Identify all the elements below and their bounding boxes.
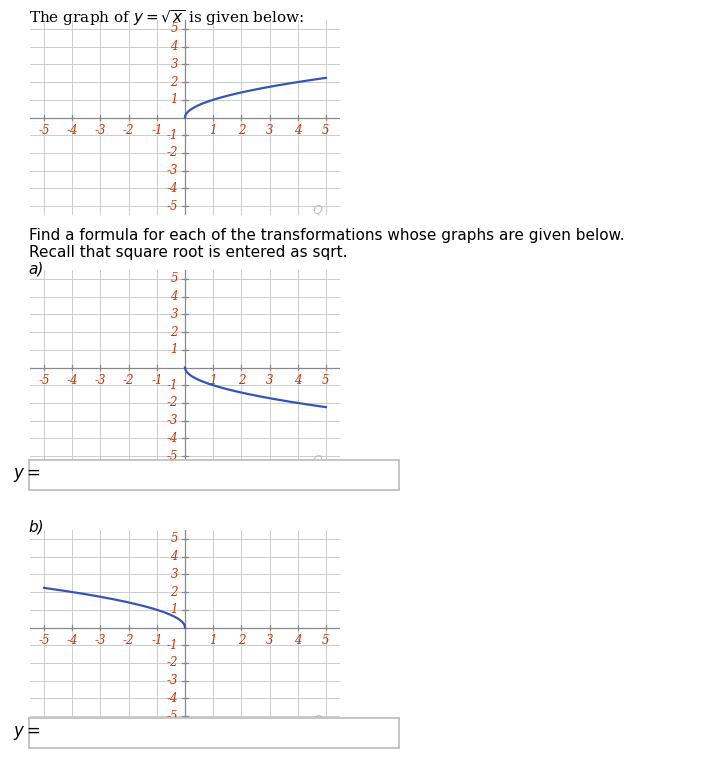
Text: -1: -1 xyxy=(166,639,178,652)
Text: -3: -3 xyxy=(95,124,106,136)
Text: 2: 2 xyxy=(170,586,178,598)
Text: 5: 5 xyxy=(322,124,329,136)
Text: The graph of $y = \sqrt{x}$ is given below:: The graph of $y = \sqrt{x}$ is given bel… xyxy=(29,8,304,27)
Text: Q: Q xyxy=(312,203,322,216)
Text: -2: -2 xyxy=(123,374,134,387)
Text: -5: -5 xyxy=(39,633,50,647)
Text: 1: 1 xyxy=(170,343,178,356)
Text: 1: 1 xyxy=(170,93,178,107)
Text: -4: -4 xyxy=(166,432,178,445)
Text: 4: 4 xyxy=(294,633,302,647)
Text: 1: 1 xyxy=(210,374,217,387)
Text: b): b) xyxy=(29,520,44,535)
Text: 1: 1 xyxy=(210,633,217,647)
Text: -3: -3 xyxy=(166,414,178,427)
Text: -3: -3 xyxy=(95,633,106,647)
Text: 2: 2 xyxy=(237,124,245,136)
Text: -3: -3 xyxy=(166,674,178,688)
Text: 1: 1 xyxy=(170,603,178,616)
Text: 4: 4 xyxy=(170,290,178,303)
Text: 2: 2 xyxy=(170,75,178,89)
Text: 4: 4 xyxy=(294,124,302,136)
Text: 3: 3 xyxy=(266,633,273,647)
Text: -5: -5 xyxy=(39,374,50,387)
Text: 4: 4 xyxy=(294,374,302,387)
Text: 3: 3 xyxy=(266,374,273,387)
Text: -3: -3 xyxy=(166,164,178,177)
Text: -1: -1 xyxy=(166,379,178,392)
Text: -4: -4 xyxy=(166,692,178,705)
Text: 4: 4 xyxy=(170,40,178,53)
Text: -1: -1 xyxy=(151,633,163,647)
Text: 1: 1 xyxy=(210,124,217,136)
Text: -1: -1 xyxy=(151,124,163,136)
Text: Q: Q xyxy=(312,713,322,726)
Text: -1: -1 xyxy=(151,374,163,387)
Text: -4: -4 xyxy=(66,633,78,647)
Text: -1: -1 xyxy=(166,129,178,142)
Text: -2: -2 xyxy=(123,633,134,647)
Text: 4: 4 xyxy=(170,550,178,563)
Text: 3: 3 xyxy=(170,58,178,71)
Text: -2: -2 xyxy=(166,656,178,670)
Text: -4: -4 xyxy=(66,374,78,387)
Text: -4: -4 xyxy=(166,182,178,195)
Text: 2: 2 xyxy=(170,325,178,339)
Text: -2: -2 xyxy=(166,397,178,409)
Text: -2: -2 xyxy=(166,147,178,159)
Text: Q: Q xyxy=(312,453,322,466)
Text: 5: 5 xyxy=(170,272,178,285)
Text: 5: 5 xyxy=(170,532,178,546)
Text: 5: 5 xyxy=(322,374,329,387)
Text: $y =$: $y =$ xyxy=(13,724,41,742)
Text: a): a) xyxy=(29,262,44,277)
Text: -4: -4 xyxy=(66,124,78,136)
Text: 2: 2 xyxy=(237,633,245,647)
Text: 2: 2 xyxy=(237,374,245,387)
Text: -2: -2 xyxy=(123,124,134,136)
Text: 3: 3 xyxy=(170,308,178,321)
Text: Recall that square root is entered as sqrt.: Recall that square root is entered as sq… xyxy=(29,245,347,260)
Text: $y =$: $y =$ xyxy=(13,466,41,484)
Text: -3: -3 xyxy=(95,374,106,387)
Text: -5: -5 xyxy=(39,124,50,136)
Text: 3: 3 xyxy=(266,124,273,136)
Text: 5: 5 xyxy=(170,23,178,35)
Text: -5: -5 xyxy=(166,710,178,723)
Text: Find a formula for each of the transformations whose graphs are given below.: Find a formula for each of the transform… xyxy=(29,228,624,243)
Text: 5: 5 xyxy=(322,633,329,647)
Text: -5: -5 xyxy=(166,450,178,463)
Text: 3: 3 xyxy=(170,568,178,581)
Text: -5: -5 xyxy=(166,200,178,212)
